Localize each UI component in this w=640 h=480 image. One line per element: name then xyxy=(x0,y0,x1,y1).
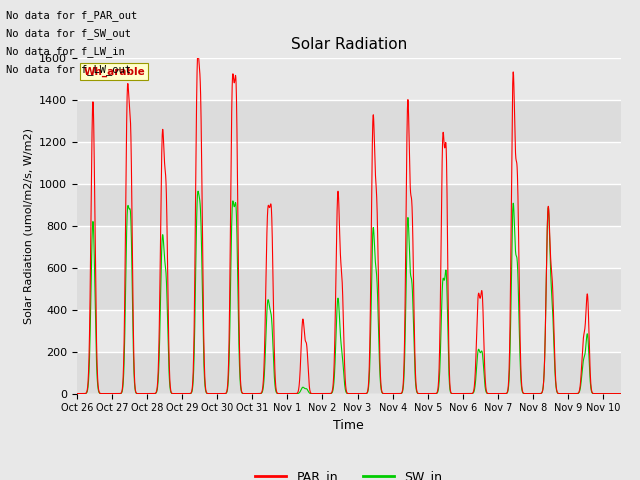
Bar xyxy=(77,268,621,310)
Bar xyxy=(77,58,621,100)
Bar xyxy=(77,226,621,268)
Y-axis label: Solar Radiation (umol/m2/s, W/m2): Solar Radiation (umol/m2/s, W/m2) xyxy=(24,128,33,324)
Text: No data for f_LW_in: No data for f_LW_in xyxy=(6,46,125,57)
Text: No data for f_SW_out: No data for f_SW_out xyxy=(6,28,131,39)
Bar xyxy=(77,310,621,351)
Text: No data for f_LW_out: No data for f_LW_out xyxy=(6,64,131,75)
Text: Wh_arable: Wh_arable xyxy=(83,66,145,77)
Bar xyxy=(77,184,621,226)
Legend: PAR_in, SW_in: PAR_in, SW_in xyxy=(250,465,447,480)
Bar xyxy=(77,351,621,394)
Title: Solar Radiation: Solar Radiation xyxy=(291,37,407,52)
X-axis label: Time: Time xyxy=(333,419,364,432)
Bar xyxy=(77,142,621,184)
Text: No data for f_PAR_out: No data for f_PAR_out xyxy=(6,10,138,21)
Bar xyxy=(77,100,621,142)
